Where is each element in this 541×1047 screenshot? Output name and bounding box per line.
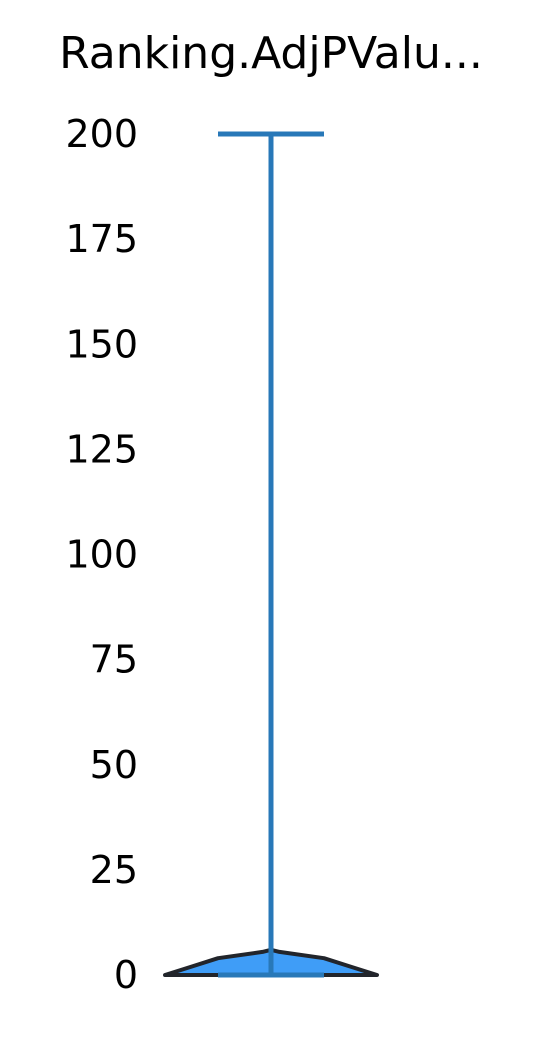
y-tick-label: 25	[90, 848, 138, 892]
y-tick-label: 175	[65, 217, 138, 261]
y-tick-label: 200	[65, 112, 138, 156]
y-tick-label: 50	[90, 743, 138, 787]
y-tick-label: 75	[90, 638, 138, 682]
y-tick-label: 100	[65, 533, 138, 577]
y-tick-label: 0	[114, 953, 138, 997]
whisker-group	[218, 131, 324, 978]
y-tick-label: 125	[65, 427, 138, 471]
chart-title: Ranking.AdjPValu...	[59, 28, 483, 79]
y-tick-label: 150	[65, 322, 138, 366]
y-axis-ticks: 0 25 50 75 100 125 150 175 200	[65, 112, 138, 997]
